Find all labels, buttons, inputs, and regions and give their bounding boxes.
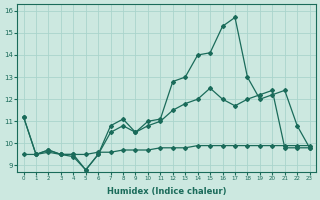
X-axis label: Humidex (Indice chaleur): Humidex (Indice chaleur): [107, 187, 226, 196]
